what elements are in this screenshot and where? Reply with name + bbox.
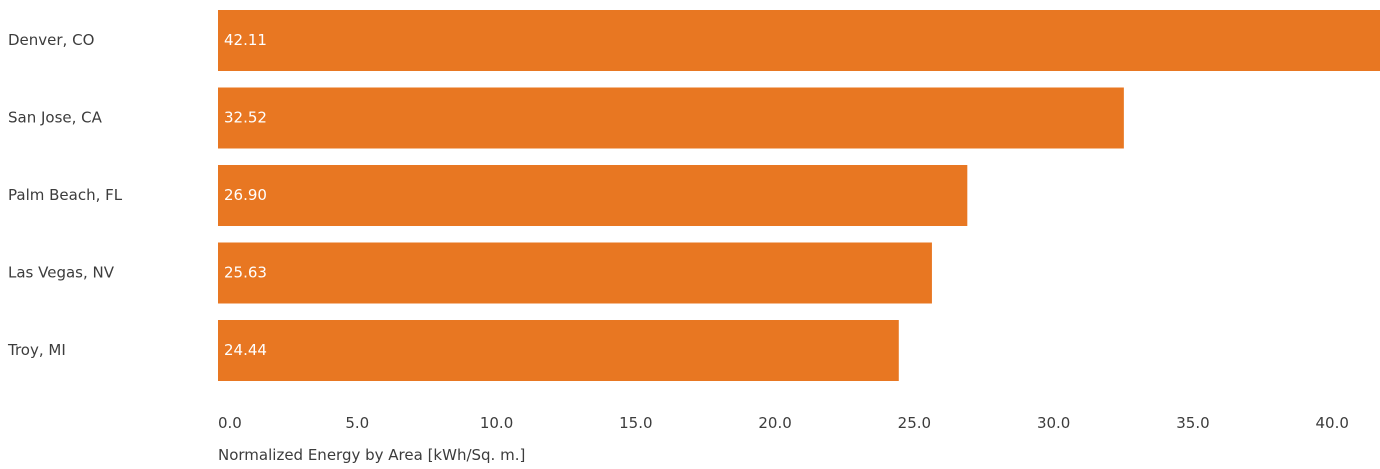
- x-tick-label: 20.0: [758, 414, 791, 432]
- bar-palm-beach-fl: [218, 165, 968, 226]
- x-tick-label: 40.0: [1316, 414, 1349, 432]
- bar-value-label-denver-co: 42.11: [224, 31, 267, 49]
- category-label-denver-co: Denver, CO: [8, 31, 94, 49]
- x-tick-label: 30.0: [1037, 414, 1070, 432]
- x-tick-label: 0.0: [218, 414, 242, 432]
- bar-las-vegas-nv: [218, 242, 932, 304]
- bar-value-label-troy-mi: 24.44: [224, 341, 267, 359]
- bar-value-label-palm-beach-fl: 26.90: [224, 186, 267, 204]
- category-label-palm-beach-fl: Palm Beach, FL: [8, 186, 123, 204]
- bar-troy-mi: [218, 320, 899, 381]
- bar-value-label-san-jose-ca: 32.52: [224, 109, 267, 127]
- bar-value-label-las-vegas-nv: 25.63: [224, 264, 267, 282]
- x-axis-ticks: 0.0 5.0 10.0 15.0 20.0 25.0 30.0 35.0 40.0: [218, 414, 1349, 432]
- bars: 42.11 32.52 26.90 25.63 24.44: [218, 10, 1380, 381]
- x-tick-label: 35.0: [1176, 414, 1209, 432]
- category-label-las-vegas-nv: Las Vegas, NV: [8, 264, 115, 282]
- x-tick-label: 5.0: [345, 414, 369, 432]
- x-tick-label: 10.0: [480, 414, 513, 432]
- category-label-san-jose-ca: San Jose, CA: [8, 109, 103, 127]
- category-labels: Denver, CO San Jose, CA Palm Beach, FL Las …: [7, 31, 123, 359]
- x-tick-label: 15.0: [619, 414, 652, 432]
- x-axis-title: Normalized Energy by Area [kWh/Sq. m.]: [218, 446, 525, 464]
- bar-san-jose-ca: [218, 87, 1124, 149]
- category-label-troy-mi: Troy, MI: [7, 341, 66, 359]
- bar-denver-co: [218, 10, 1380, 71]
- x-tick-label: 25.0: [898, 414, 931, 432]
